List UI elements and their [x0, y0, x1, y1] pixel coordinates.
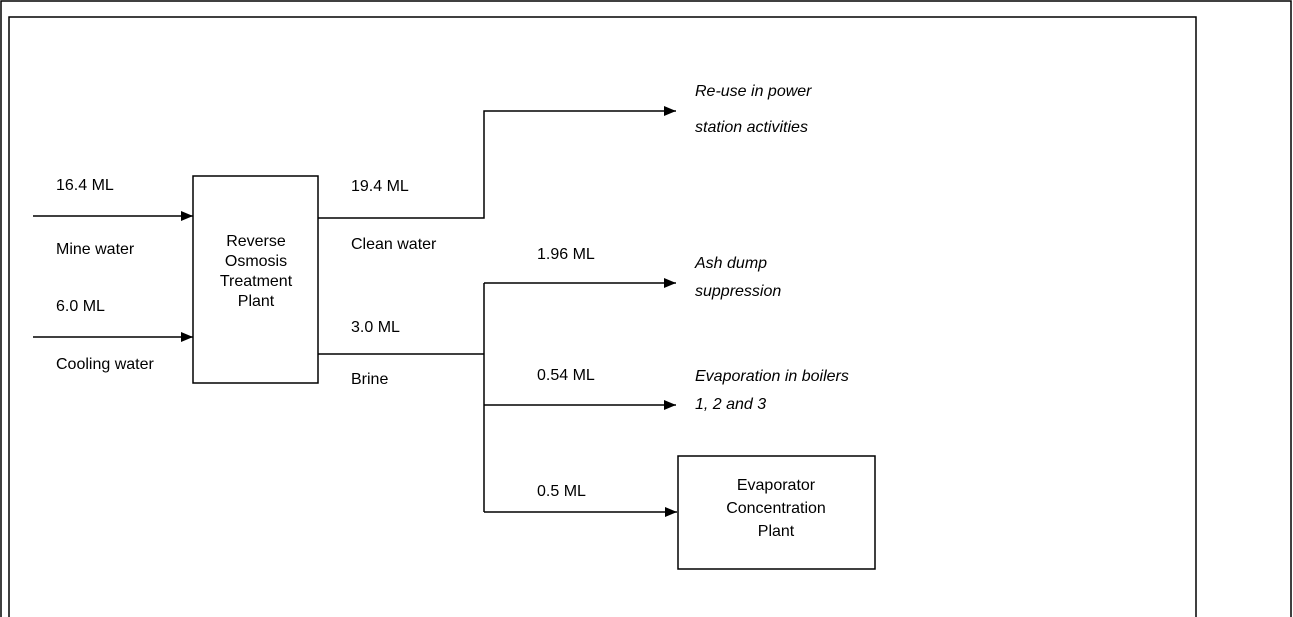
destination-label: Evaporation in boilers — [695, 368, 849, 385]
flow-amount: 6.0 ML — [56, 298, 105, 315]
flow-amount: 1.96 ML — [537, 246, 595, 263]
destination-label: Re-use in power — [695, 83, 812, 100]
node-label: Plant — [758, 523, 795, 540]
flow-name: Brine — [351, 371, 388, 388]
flow-amount: 0.54 ML — [537, 367, 595, 384]
flow-amount: 19.4 ML — [351, 178, 409, 195]
evaporator-box — [677, 455, 876, 570]
node-label: Osmosis — [225, 253, 287, 270]
destination-label: station activities — [695, 119, 808, 136]
destination-label: 1, 2 and 3 — [695, 396, 766, 413]
node-label: Treatment — [220, 273, 293, 290]
flow-name: Clean water — [351, 236, 437, 253]
flow-arrow — [318, 106, 676, 219]
flow-name: Cooling water — [56, 356, 155, 373]
node-label: Plant — [238, 293, 275, 310]
flow-amount: 3.0 ML — [351, 319, 400, 336]
node-label: Evaporator — [737, 477, 816, 494]
node-label: Reverse — [226, 233, 286, 250]
flow-amount: 16.4 ML — [56, 177, 114, 194]
destination-label: Ash dump — [694, 255, 767, 272]
node-label: Concentration — [726, 500, 826, 517]
ro-plant-box — [192, 175, 319, 384]
destination-label: suppression — [695, 283, 781, 300]
flow-amount: 0.5 ML — [537, 483, 586, 500]
flow-name: Mine water — [56, 241, 135, 258]
inner-frame — [8, 16, 1197, 617]
